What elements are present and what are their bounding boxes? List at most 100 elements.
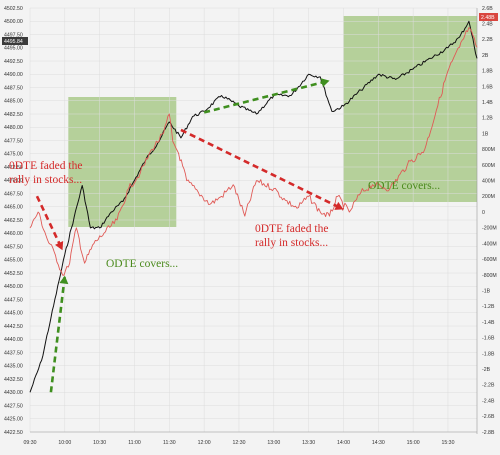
series-line-1 xyxy=(29,20,478,393)
y-right-tick-label: 200M xyxy=(482,194,495,200)
y-left-tick-label: 4462.50 xyxy=(4,218,23,224)
y-left-tick-label: 4447.50 xyxy=(4,297,23,303)
shaded-region-1 xyxy=(68,97,177,227)
annotation-text: 0DTE faded the xyxy=(255,223,328,235)
y-left-tick-label: 4502.50 xyxy=(4,6,23,12)
y-left-tick-label: 4467.50 xyxy=(4,191,23,197)
y-right-tick-label: -2.2B xyxy=(482,383,495,389)
y-right-tick-label: 400M xyxy=(482,179,495,185)
y-right-tick-label: -1.4B xyxy=(482,320,495,326)
x-tick-label: 15:30 xyxy=(441,440,454,446)
arrow-1-head xyxy=(55,241,64,251)
y-left-tick-label: 4487.50 xyxy=(4,85,23,91)
x-tick-label: 11:00 xyxy=(128,440,141,446)
y-left-tick-label: 4472.50 xyxy=(4,165,23,171)
y-left-tick-label: 4495.00 xyxy=(4,46,23,52)
arrow-4-shaft xyxy=(203,79,330,114)
y-right-tick-label: -2B xyxy=(482,367,491,373)
arrow-3-shaft xyxy=(180,128,345,211)
arrow-2-head xyxy=(59,275,69,285)
annotation-text: 0DTE faded the xyxy=(9,160,82,172)
y-left-tick-label: 4485.00 xyxy=(4,99,23,105)
y-left-tick-label: 4497.50 xyxy=(4,32,23,38)
y-left-tick-label: 4442.50 xyxy=(4,324,23,330)
y-right-tick-label: -600M xyxy=(482,257,497,263)
annotation-text: ODTE covers... xyxy=(368,180,440,192)
y-right-tick-label: 1.6B xyxy=(482,84,493,90)
y-left-tick-label: 4492.50 xyxy=(4,59,23,65)
x-tick-label: 11:30 xyxy=(163,440,176,446)
x-tick-label: 10:30 xyxy=(93,440,106,446)
y-right-tick-label: -400M xyxy=(482,241,497,247)
price-badge xyxy=(2,37,28,45)
y-left-tick-label: 4465.00 xyxy=(4,205,23,211)
y-right-tick-label: 1.2B xyxy=(482,116,493,122)
y-right-tick-label: -800M xyxy=(482,273,497,279)
y-left-tick-label: 4477.50 xyxy=(4,138,23,144)
axes: 4502.50 4500.00 4497.50 4495.00 4492.50 4490.… xyxy=(4,6,497,446)
y-left-tick-label: 4432.50 xyxy=(4,377,23,383)
annotation-text: rally in stocks... xyxy=(255,237,328,249)
y-left-tick-label: 4475.00 xyxy=(4,152,23,158)
y-right-tick-label: 1B xyxy=(482,131,489,137)
y-right-tick-label: -2.8B xyxy=(482,430,495,436)
y-left-tick-label: 4430.00 xyxy=(4,390,23,396)
y-right-tick-label: 0 xyxy=(482,210,485,216)
y-right-tick-label: 2B xyxy=(482,53,489,59)
y-right-tick-label: 1.8B xyxy=(482,69,493,75)
y-left-tick-label: 4470.00 xyxy=(4,178,23,184)
y-left-tick-label: 4427.50 xyxy=(4,403,23,409)
y-left-tick-label: 4480.00 xyxy=(4,125,23,131)
gridlines xyxy=(29,7,477,433)
y-left-tick-label: 4422.50 xyxy=(4,430,23,436)
y-right-tick-label: -2.6B xyxy=(482,414,495,420)
y-left-tick-label: 4460.00 xyxy=(4,231,23,237)
y-right-tick-label: -1.8B xyxy=(482,351,495,357)
y-left-tick-label: 4452.50 xyxy=(4,271,23,277)
y-right-tick-label: 800M xyxy=(482,147,495,153)
y-right-tick-label: -1.2B xyxy=(482,304,495,310)
y-right-tick-label: 2.2B xyxy=(482,37,493,43)
shaded-regions xyxy=(68,16,477,227)
right-badge-text: 2.48B xyxy=(481,15,495,21)
x-tick-label: 13:30 xyxy=(302,440,315,446)
annotation-text: rally in stocks... xyxy=(9,174,82,186)
series-lines xyxy=(29,20,478,393)
value-badges: 4495.84 2.48B xyxy=(2,13,498,45)
shaded-region-2 xyxy=(343,16,477,202)
y-left-tick-label: 4482.50 xyxy=(4,112,23,118)
y-left-tick-label: 4455.00 xyxy=(4,258,23,264)
x-tick-label: 09:30 xyxy=(24,440,37,446)
annotations: 0DTE faded the rally in stocks... ODTE cov… xyxy=(9,160,440,270)
y-right-tick-label: 2.4B xyxy=(482,22,493,28)
y-left-tick-label: 4425.00 xyxy=(4,417,23,423)
y-left-tick-label: 4500.00 xyxy=(4,19,23,25)
y-left-tick-label: 4457.50 xyxy=(4,244,23,250)
y-right-tick-label: 1.4B xyxy=(482,100,493,106)
y-left-tick-label: 4435.00 xyxy=(4,364,23,370)
x-tick-label: 14:30 xyxy=(372,440,385,446)
x-tick-label: 13:00 xyxy=(267,440,280,446)
y-right-tick-label: -1B xyxy=(482,288,491,294)
price-badge-text: 4495.84 xyxy=(4,39,23,45)
y-left-tick-label: 4450.00 xyxy=(4,284,23,290)
y-right-tick-label: 600M xyxy=(482,163,495,169)
x-tick-label: 14:00 xyxy=(337,440,350,446)
y-left-tick-label: 4440.00 xyxy=(4,337,23,343)
right-badge xyxy=(479,13,498,21)
y-right-tick-label: -2.4B xyxy=(482,398,495,404)
x-tick-label: 15:00 xyxy=(407,440,420,446)
annotation-text: ODTE covers... xyxy=(106,258,178,270)
y-left-tick-label: 4437.50 xyxy=(4,350,23,356)
arrow-3-head xyxy=(334,201,344,210)
y-right-tick-label: -1.6B xyxy=(482,336,495,342)
x-tick-label: 10:00 xyxy=(58,440,71,446)
x-tick-label: 12:30 xyxy=(232,440,245,446)
y-right-tick-label: 2.6B xyxy=(482,6,493,12)
annotation-arrows xyxy=(35,78,345,393)
y-right-tick-label: -200M xyxy=(482,226,497,232)
y-left-tick-label: 4445.00 xyxy=(4,311,23,317)
arrow-4-head xyxy=(320,78,330,87)
